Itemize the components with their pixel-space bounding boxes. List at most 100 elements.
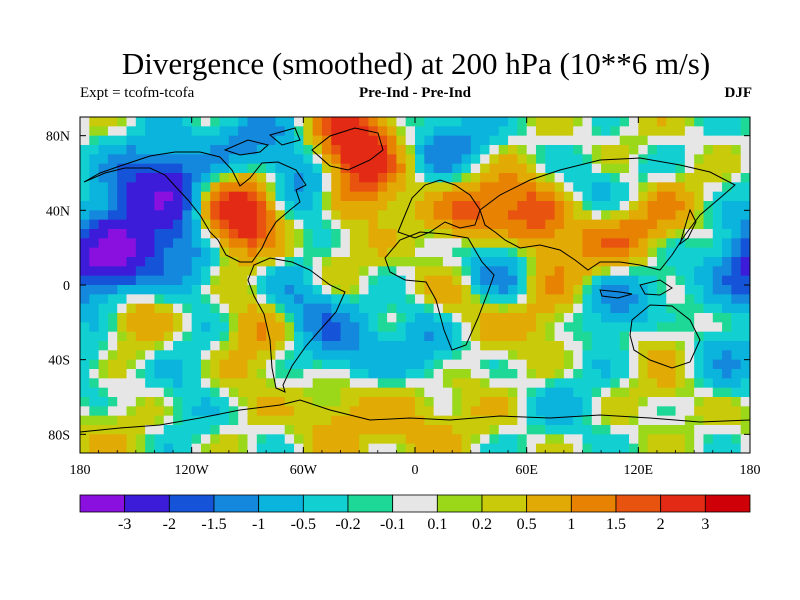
field-cell	[80, 313, 90, 323]
field-cell	[675, 182, 686, 193]
field-cell	[219, 275, 230, 286]
field-cell	[80, 145, 90, 155]
field-cell	[219, 415, 230, 426]
field-cell	[359, 266, 370, 277]
field-cell	[722, 145, 732, 155]
field-cell	[545, 359, 556, 370]
field-cell	[722, 322, 732, 333]
field-cell	[424, 135, 435, 146]
field-cell	[107, 378, 118, 389]
field-cell	[396, 210, 407, 221]
field-cell	[135, 173, 146, 183]
field-cell	[312, 359, 323, 370]
field-cell	[284, 126, 295, 137]
field-cell	[666, 117, 677, 127]
field-cell	[405, 313, 416, 323]
field-cell	[731, 369, 742, 379]
field-cell	[135, 182, 146, 193]
field-cell	[694, 173, 705, 183]
field-cell	[545, 275, 556, 286]
field-cell	[675, 117, 686, 127]
field-cell	[517, 303, 528, 314]
field-cell	[480, 126, 491, 137]
field-cell	[312, 406, 323, 417]
field-cell	[610, 397, 621, 407]
field-cell	[126, 229, 137, 239]
field-cell	[266, 191, 277, 202]
field-cell	[387, 397, 397, 407]
field-cell	[489, 126, 500, 137]
field-cell	[647, 219, 658, 230]
field-cell	[563, 434, 574, 445]
field-cell	[266, 266, 277, 277]
field-cell	[573, 443, 584, 453]
field-cell	[517, 387, 528, 398]
field-cell	[535, 331, 546, 342]
field-cell	[173, 359, 183, 370]
field-cell	[238, 163, 249, 174]
field-cell	[470, 201, 481, 211]
colorbar-swatch	[704, 494, 751, 513]
field-cell	[554, 378, 565, 389]
field-cell	[266, 117, 277, 127]
field-cell	[480, 359, 491, 370]
field-cell	[284, 247, 295, 258]
field-cell	[619, 434, 630, 445]
field-cell	[712, 359, 723, 370]
field-cell	[684, 350, 695, 361]
field-cell	[433, 154, 444, 165]
field-cell	[191, 359, 202, 370]
field-cell	[200, 117, 211, 127]
field-cell	[489, 425, 500, 435]
field-cell	[294, 210, 304, 221]
field-cell	[228, 247, 239, 258]
field-cell	[638, 126, 649, 137]
field-cell	[740, 135, 750, 146]
field-cell	[675, 443, 686, 453]
field-cell	[573, 266, 584, 277]
field-cell	[610, 238, 621, 249]
field-cell	[349, 229, 360, 239]
field-cell	[712, 266, 723, 277]
field-cell	[582, 341, 593, 351]
field-cell	[517, 378, 528, 389]
field-cell	[591, 135, 602, 146]
field-cell	[405, 425, 416, 435]
field-cell	[284, 145, 295, 155]
field-cell	[647, 443, 658, 453]
field-cell	[312, 397, 323, 407]
field-cell	[247, 154, 258, 165]
field-cell	[117, 191, 128, 202]
field-cell	[126, 163, 137, 174]
field-cell	[647, 229, 658, 239]
field-cell	[284, 201, 295, 211]
field-cell	[442, 117, 453, 127]
field-cell	[610, 247, 621, 258]
field-cell	[182, 247, 193, 258]
field-cell	[610, 182, 621, 193]
field-cell	[368, 303, 379, 314]
field-cell	[321, 247, 332, 258]
field-cell	[312, 247, 323, 258]
field-cell	[554, 359, 565, 370]
field-cell	[294, 406, 304, 417]
field-cell	[238, 126, 249, 137]
field-cell	[377, 369, 388, 379]
field-cell	[498, 322, 509, 333]
field-cell	[489, 331, 500, 342]
field-cell	[107, 415, 118, 426]
field-cell	[247, 397, 258, 407]
field-cell	[117, 387, 128, 398]
field-cell	[554, 219, 565, 230]
field-cell	[173, 406, 183, 417]
field-cell	[470, 397, 481, 407]
field-cell	[135, 443, 146, 453]
field-cell	[554, 313, 565, 323]
field-cell	[415, 247, 425, 258]
field-cell	[442, 397, 453, 407]
field-cell	[712, 145, 723, 155]
field-cell	[145, 294, 156, 305]
field-cell	[712, 238, 723, 249]
field-cell	[647, 285, 658, 295]
